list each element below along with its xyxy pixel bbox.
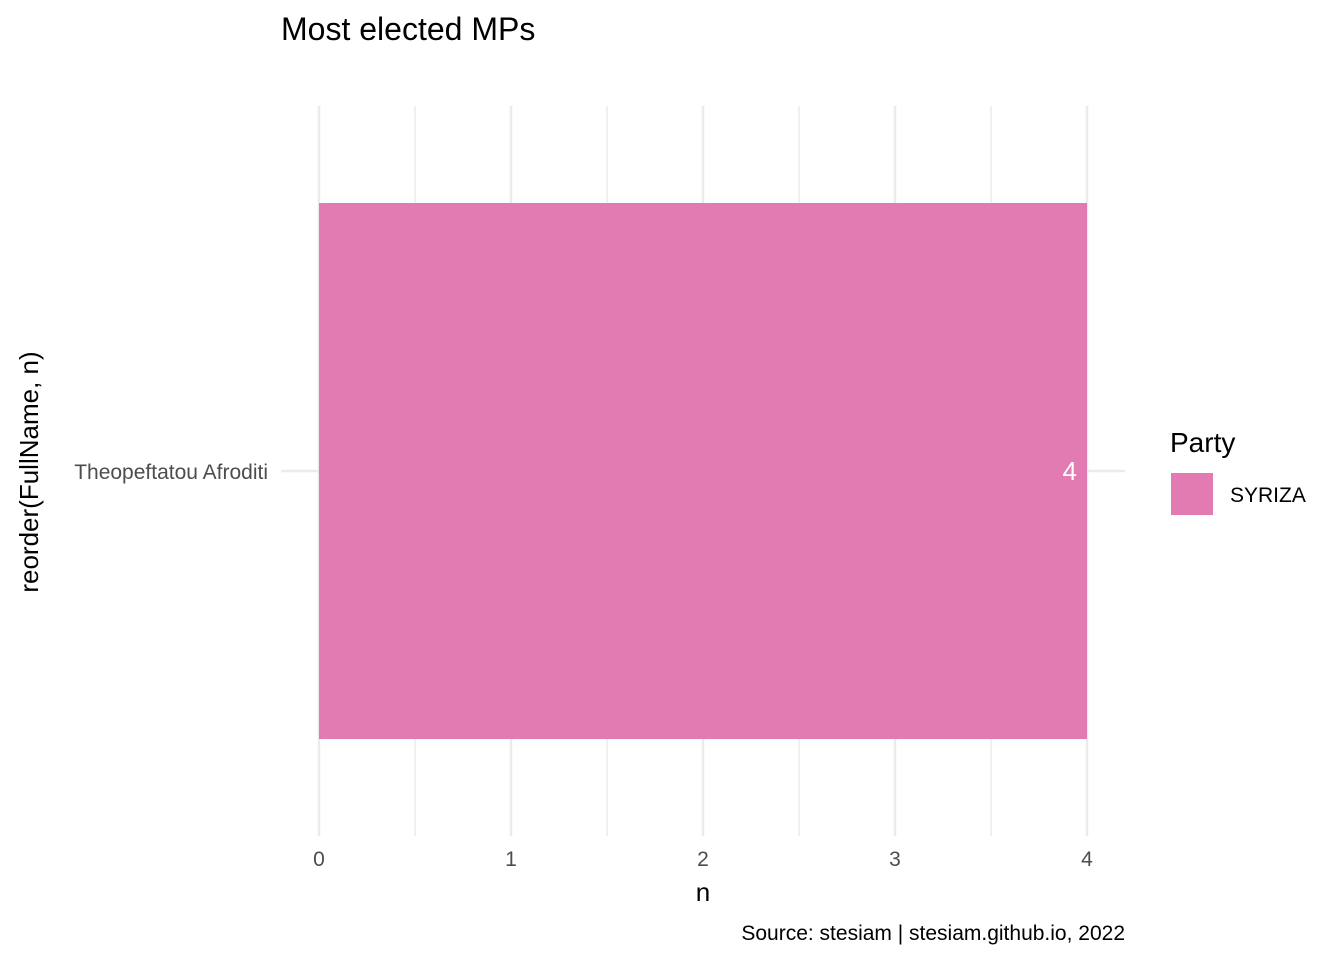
x-tick-labels: 0 1 2 3 4 xyxy=(313,848,1093,871)
x-tick-label: 2 xyxy=(697,848,709,871)
bar-value-label: 4 xyxy=(1063,456,1077,486)
chart-title: Most elected MPs xyxy=(281,11,535,47)
x-tick-label: 3 xyxy=(889,848,901,871)
y-tick-labels: Theopeftatou Afroditi xyxy=(74,461,268,484)
bar xyxy=(319,203,1087,739)
x-tick-label: 0 xyxy=(313,848,325,871)
bars xyxy=(319,203,1087,739)
x-tick-label: 4 xyxy=(1081,848,1093,871)
y-axis-title: reorder(FullName, n) xyxy=(14,351,44,592)
y-tick-label: Theopeftatou Afroditi xyxy=(74,461,268,484)
legend-label-syriza: SYRIZA xyxy=(1230,484,1306,507)
data-labels: 4 xyxy=(1063,456,1077,486)
legend: Party SYRIZA xyxy=(1170,427,1306,515)
legend-title: Party xyxy=(1170,427,1235,458)
x-axis-title: n xyxy=(696,877,710,907)
caption: Source: stesiam | stesiam.github.io, 202… xyxy=(741,922,1125,945)
legend-key-syriza xyxy=(1171,473,1213,515)
x-tick-label: 1 xyxy=(505,848,517,871)
